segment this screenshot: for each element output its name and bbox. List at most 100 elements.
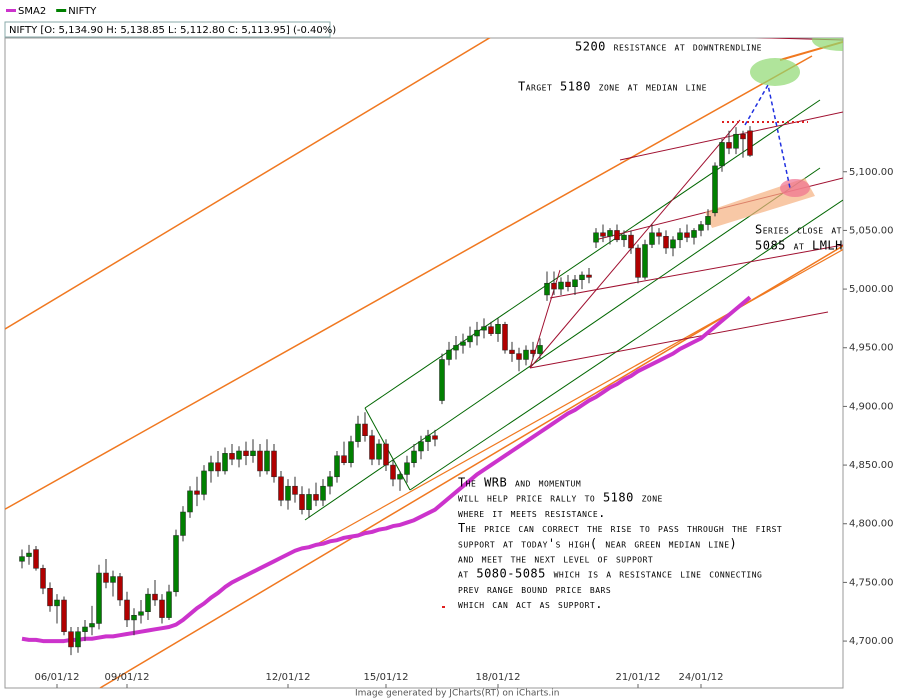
candle-body: [26, 552, 32, 557]
candle-body: [733, 133, 739, 149]
candle-body: [607, 230, 613, 237]
candle-body: [96, 572, 102, 624]
candle-body: [460, 341, 466, 346]
candle-body: [243, 450, 249, 456]
candle-body: [33, 549, 39, 569]
candle-body: [453, 345, 459, 351]
candle-body: [726, 142, 732, 149]
candle-body: [684, 232, 690, 238]
candle-body: [257, 450, 263, 472]
candle-body: [208, 462, 214, 472]
candle-body: [215, 462, 221, 472]
annotation: Series close at: [755, 223, 842, 237]
trendline: [5, 38, 491, 330]
candle-body: [320, 485, 326, 501]
candle-body: [236, 450, 242, 460]
trendline: [754, 38, 843, 41]
candle-body: [481, 326, 487, 331]
candle-body: [509, 349, 515, 354]
candle-body: [691, 230, 697, 238]
candle-body: [446, 349, 452, 360]
candle-body: [432, 435, 438, 440]
legend-swatch: [56, 9, 67, 12]
candle-body: [712, 165, 718, 214]
candle-body: [152, 593, 158, 601]
candle-body: [173, 535, 179, 593]
candle-body: [376, 443, 382, 460]
annotation: at 5080-5085 which is a resistance line …: [458, 567, 762, 581]
y-tick-label: 4,850.00: [849, 460, 894, 471]
y-tick-label: 4,700.00: [849, 636, 894, 647]
candle-body: [327, 476, 333, 487]
candle-body: [516, 353, 522, 360]
annotation: The WRB and momentum: [458, 476, 581, 490]
candle-body: [250, 450, 256, 456]
candle-body: [621, 234, 627, 241]
candle-body: [89, 623, 95, 628]
y-tick-label: 4,950.00: [849, 343, 894, 354]
candle-body: [383, 443, 389, 466]
candle-body: [355, 423, 361, 442]
candle-body: [530, 349, 536, 354]
candle-body: [40, 568, 46, 589]
annotation: which can act as support.: [458, 597, 603, 611]
candle-body: [334, 455, 340, 478]
y-tick-label: 4,750.00: [849, 577, 894, 588]
candle-body: [397, 474, 403, 480]
candle-body: [194, 490, 200, 495]
candle-body: [229, 453, 235, 460]
annotation: The price can correct the rise to pass t…: [458, 521, 782, 535]
candle-body: [439, 359, 445, 401]
candle-body: [348, 441, 354, 463]
info-box: [4, 21, 331, 38]
candle-body: [579, 274, 585, 280]
pitchfork-line: [409, 199, 843, 491]
projection: [744, 82, 791, 189]
info-text: NIFTY [O: 5,134.90 H: 5,138.85 L: 5,112.…: [9, 25, 336, 36]
candle-body: [131, 615, 137, 621]
y-tick-label: 5,050.00: [849, 225, 894, 236]
candle-body: [362, 423, 368, 436]
candle-body: [635, 247, 641, 278]
candle-body: [187, 490, 193, 513]
x-tick-label: 24/01/12: [679, 672, 724, 683]
candle-body: [68, 631, 74, 648]
legend: SMA2 NIFTY: [6, 6, 97, 17]
target-zone: [812, 38, 843, 51]
candle-body: [600, 232, 606, 237]
candle-body: [369, 435, 375, 460]
candle-body: [628, 234, 634, 249]
candle-body: [670, 239, 676, 249]
annotation: 5085 at LMLH: [755, 239, 843, 253]
candle-body: [19, 556, 25, 562]
candle-body: [390, 464, 396, 480]
candle-body: [537, 345, 543, 354]
x-tick-label: 06/01/12: [35, 672, 80, 683]
x-tick-label: 15/01/12: [364, 672, 409, 683]
candle-body: [299, 494, 305, 510]
candle-body: [75, 631, 81, 648]
candle-body: [61, 599, 67, 632]
target-zone: [750, 58, 800, 86]
candle-body: [285, 485, 291, 501]
legend-label: NIFTY: [68, 6, 97, 17]
x-tick-label: 09/01/12: [105, 672, 150, 683]
trendline: [549, 244, 843, 299]
candle-body: [698, 224, 704, 231]
candle-body: [523, 349, 529, 360]
y-tick-label: 5,100.00: [849, 167, 894, 178]
candle-body: [222, 453, 228, 472]
candle-body: [663, 236, 669, 249]
candle-body: [740, 133, 746, 140]
candle-body: [593, 232, 599, 243]
plot-frame: [4, 37, 844, 689]
candle-body: [117, 576, 123, 601]
candle-body: [677, 232, 683, 241]
candle-body: [747, 130, 753, 156]
candle-body: [418, 441, 424, 452]
candle-body: [495, 324, 501, 334]
candle-body: [271, 450, 277, 478]
candle-body: [411, 450, 417, 463]
candle-body: [572, 279, 578, 287]
